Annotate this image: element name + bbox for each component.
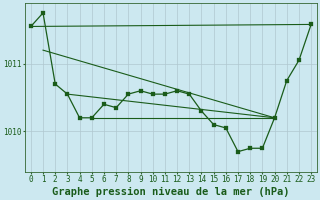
X-axis label: Graphe pression niveau de la mer (hPa): Graphe pression niveau de la mer (hPa) <box>52 187 290 197</box>
